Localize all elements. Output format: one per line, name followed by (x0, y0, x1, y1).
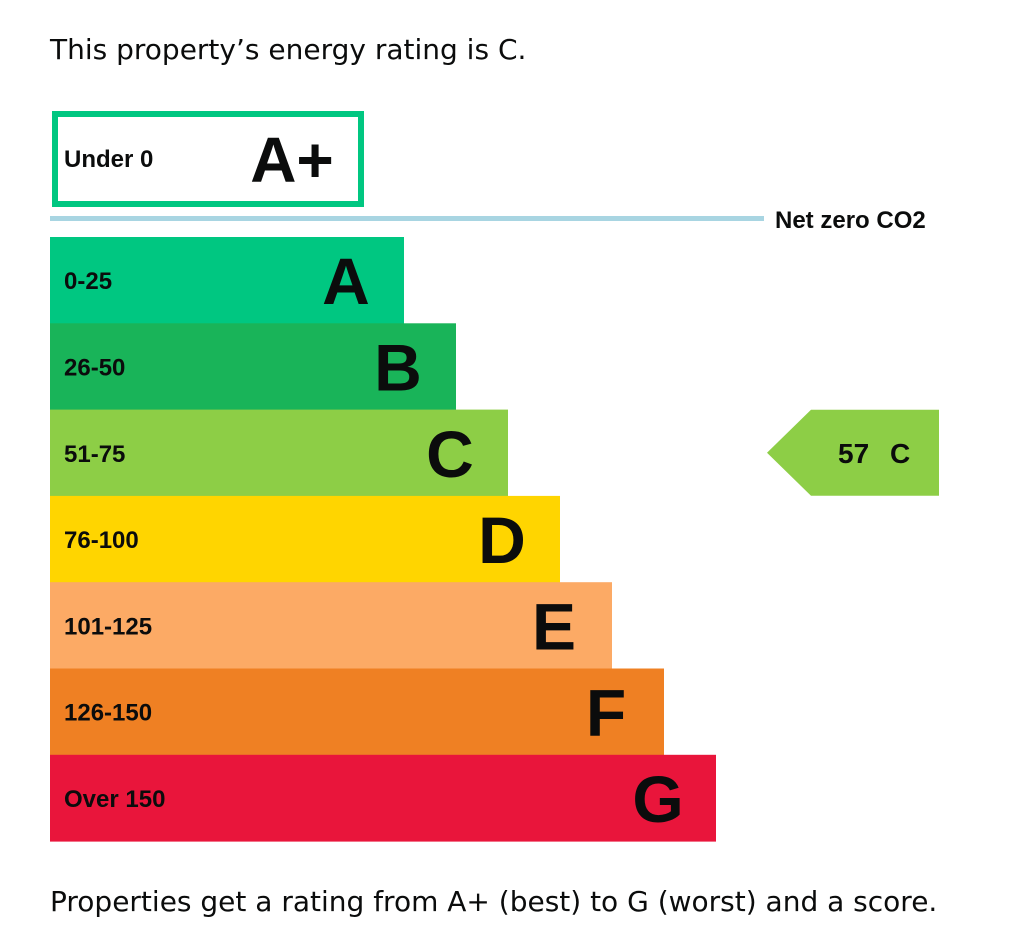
band-c (50, 409, 508, 497)
band-b-letter: B (374, 330, 422, 404)
band-e-range: 101-125 (64, 613, 152, 640)
band-a-plus-range: Under 0 (64, 146, 153, 173)
band-g (50, 754, 716, 842)
current-rating-letter: C (890, 438, 910, 469)
band-d (50, 495, 560, 583)
band-f-letter: F (586, 676, 626, 750)
band-f-range: 126-150 (64, 700, 152, 727)
current-rating-arrow (767, 409, 939, 496)
band-a-plus-letter: A+ (250, 124, 334, 196)
net-zero-line (50, 216, 764, 221)
band-a-plus (52, 111, 364, 207)
band-a (50, 237, 404, 324)
band-d-range: 76-100 (64, 527, 139, 554)
net-zero-label: Net zero CO2 (775, 207, 926, 234)
band-b (50, 323, 456, 411)
band-a-letter: A (322, 244, 370, 318)
band-b-range: 26-50 (64, 354, 125, 381)
band-f (50, 668, 664, 756)
rating-explanation: Properties get a rating from A+ (best) t… (50, 885, 938, 918)
band-d-letter: D (478, 503, 526, 577)
band-c-range: 51-75 (64, 441, 125, 468)
band-a-range: 0-25 (64, 268, 112, 295)
energy-rating-intro: This property’s energy rating is C. (50, 33, 527, 66)
current-rating-score: 57 (838, 438, 869, 469)
band-e (50, 582, 612, 669)
band-g-range: Over 150 (64, 786, 165, 813)
band-g-letter: G (632, 762, 683, 836)
band-c-letter: C (426, 417, 474, 491)
band-e-letter: E (532, 589, 576, 663)
